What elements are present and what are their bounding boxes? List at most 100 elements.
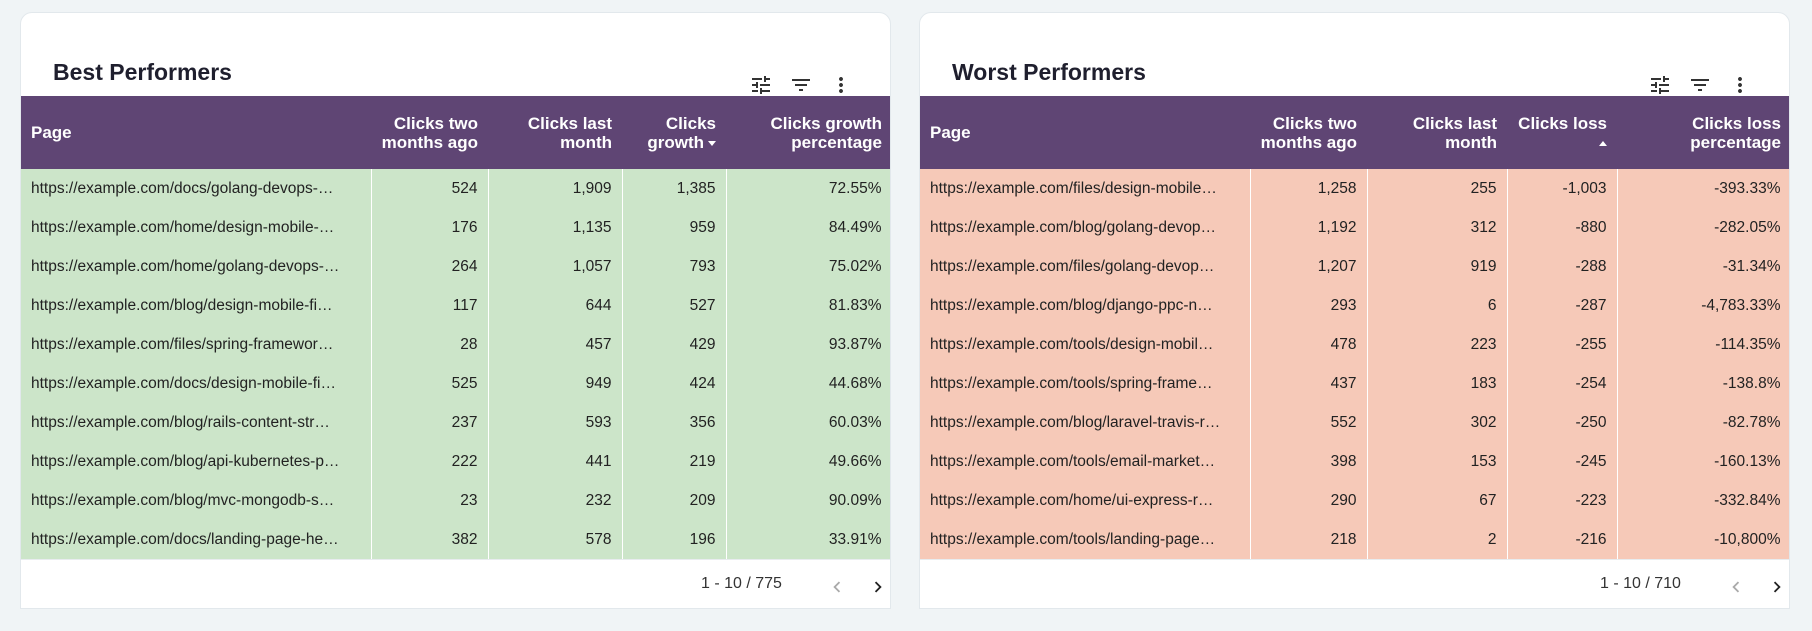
- table-row: https://example.com/home/golang-devops-……: [21, 247, 890, 286]
- column-header[interactable]: Page: [21, 96, 371, 169]
- column-header-text: Clicks growth: [647, 113, 716, 152]
- page-cell: https://example.com/blog/django-ppc-n…: [920, 286, 1251, 325]
- column-header[interactable]: Clicks loss percentage: [1617, 96, 1789, 169]
- value-cell: 1,057: [488, 247, 623, 286]
- footer: 1 - 10 / 775: [21, 559, 890, 608]
- value-cell: 72.55%: [726, 169, 890, 208]
- table-header: Page Clicks two months ago Clicks last mon…: [920, 96, 1789, 169]
- column-header[interactable]: Page: [920, 96, 1250, 169]
- value-cell: 441: [488, 442, 623, 481]
- value-cell: 1,135: [488, 208, 623, 247]
- value-cell: 793: [622, 247, 727, 286]
- adjust-icon[interactable]: [1648, 73, 1672, 97]
- next-page[interactable]: [867, 576, 889, 598]
- next-page[interactable]: [1766, 576, 1788, 598]
- page-cell: https://example.com/docs/golang-devops-…: [21, 169, 372, 208]
- filter-icon[interactable]: [1688, 73, 1712, 97]
- more-icon[interactable]: [829, 73, 853, 97]
- panel: Best Performers Page Clicks two months ag…: [20, 12, 891, 609]
- adjust-icon[interactable]: [749, 73, 773, 97]
- value-cell: 223: [1367, 325, 1508, 364]
- table-row: https://example.com/tools/email-market… 3…: [920, 442, 1789, 481]
- value-cell: -114.35%: [1617, 325, 1789, 364]
- value-cell: 1,258: [1250, 169, 1368, 208]
- column-header[interactable]: Clicks growth: [622, 96, 726, 169]
- column-header-text: Clicks two months ago: [1260, 113, 1357, 152]
- value-cell: 117: [371, 286, 489, 325]
- value-cell: -332.84%: [1617, 481, 1789, 520]
- column-header-text: Clicks last month: [527, 113, 612, 152]
- page-cell: https://example.com/blog/design-mobile-f…: [21, 286, 372, 325]
- value-cell: -245: [1507, 442, 1618, 481]
- column-header[interactable]: Clicks loss: [1507, 96, 1617, 169]
- value-cell: 578: [488, 520, 623, 559]
- more-icon[interactable]: [1728, 73, 1752, 97]
- value-cell: -393.33%: [1617, 169, 1789, 208]
- table-row: https://example.com/tools/spring-frame… 4…: [920, 364, 1789, 403]
- table-row: https://example.com/blog/laravel-travis-…: [920, 403, 1789, 442]
- value-cell: 2: [1367, 520, 1508, 559]
- prev-page[interactable]: [826, 576, 848, 598]
- value-cell: 293: [1250, 286, 1368, 325]
- filter-icon[interactable]: [789, 73, 813, 97]
- value-cell: -250: [1507, 403, 1618, 442]
- footer: 1 - 10 / 710: [920, 559, 1789, 608]
- table-row: https://example.com/blog/api-kubernetes-…: [21, 442, 890, 481]
- value-cell: 84.49%: [726, 208, 890, 247]
- page-cell: https://example.com/blog/api-kubernetes-…: [21, 442, 372, 481]
- table-row: https://example.com/home/ui-express-r… 29…: [920, 481, 1789, 520]
- column-header-text: Clicks two months ago: [381, 113, 478, 152]
- column-header[interactable]: Clicks two months ago: [371, 96, 488, 169]
- value-cell: 382: [371, 520, 489, 559]
- table-row: https://example.com/blog/rails-content-s…: [21, 403, 890, 442]
- value-cell: -216: [1507, 520, 1618, 559]
- value-cell: 67: [1367, 481, 1508, 520]
- column-header-text: Page: [930, 123, 971, 142]
- page-cell: https://example.com/blog/mvc-mongodb-s…: [21, 481, 372, 520]
- value-cell: 525: [371, 364, 489, 403]
- page-cell: https://example.com/blog/golang-devop…: [920, 208, 1251, 247]
- column-header[interactable]: Clicks last month: [1367, 96, 1507, 169]
- value-cell: 264: [371, 247, 489, 286]
- prev-page[interactable]: [1725, 576, 1747, 598]
- table-row: https://example.com/blog/django-ppc-n… 29…: [920, 286, 1789, 325]
- value-cell: -254: [1507, 364, 1618, 403]
- value-cell: 1,192: [1250, 208, 1368, 247]
- value-cell: -31.34%: [1617, 247, 1789, 286]
- panel-title: Worst Performers: [952, 59, 1146, 85]
- sort-indicator: [708, 140, 716, 146]
- column-header[interactable]: Clicks two months ago: [1250, 96, 1367, 169]
- value-cell: -4,783.33%: [1617, 286, 1789, 325]
- value-cell: 290: [1250, 481, 1368, 520]
- table-body: https://example.com/files/design-mobile……: [920, 169, 1789, 559]
- value-cell: 527: [622, 286, 727, 325]
- pagination: 1 - 10 / 710: [1600, 575, 1681, 592]
- page-cell: https://example.com/docs/design-mobile-f…: [21, 364, 372, 403]
- value-cell: -10,800%: [1617, 520, 1789, 559]
- page-cell: https://example.com/docs/landing-page-he…: [21, 520, 372, 559]
- value-cell: 222: [371, 442, 489, 481]
- value-cell: 437: [1250, 364, 1368, 403]
- value-cell: 23: [371, 481, 489, 520]
- value-cell: 218: [1250, 520, 1368, 559]
- value-cell: 644: [488, 286, 623, 325]
- value-cell: 6: [1367, 286, 1508, 325]
- page-cell: https://example.com/files/design-mobile…: [920, 169, 1251, 208]
- value-cell: 919: [1367, 247, 1508, 286]
- table-header: Page Clicks two months ago Clicks last mon…: [21, 96, 890, 169]
- value-cell: 60.03%: [726, 403, 890, 442]
- page-cell: https://example.com/home/design-mobile-…: [21, 208, 372, 247]
- page-cell: https://example.com/tools/design-mobil…: [920, 325, 1251, 364]
- value-cell: 424: [622, 364, 727, 403]
- value-cell: 1,207: [1250, 247, 1368, 286]
- value-cell: 209: [622, 481, 727, 520]
- value-cell: 28: [371, 325, 489, 364]
- value-cell: 302: [1367, 403, 1508, 442]
- column-header[interactable]: Clicks growth percentage: [726, 96, 890, 169]
- value-cell: 33.91%: [726, 520, 890, 559]
- column-header[interactable]: Clicks last month: [488, 96, 622, 169]
- table-row: https://example.com/files/golang-devop… 1…: [920, 247, 1789, 286]
- page-cell: https://example.com/home/ui-express-r…: [920, 481, 1251, 520]
- page-cell: https://example.com/tools/email-market…: [920, 442, 1251, 481]
